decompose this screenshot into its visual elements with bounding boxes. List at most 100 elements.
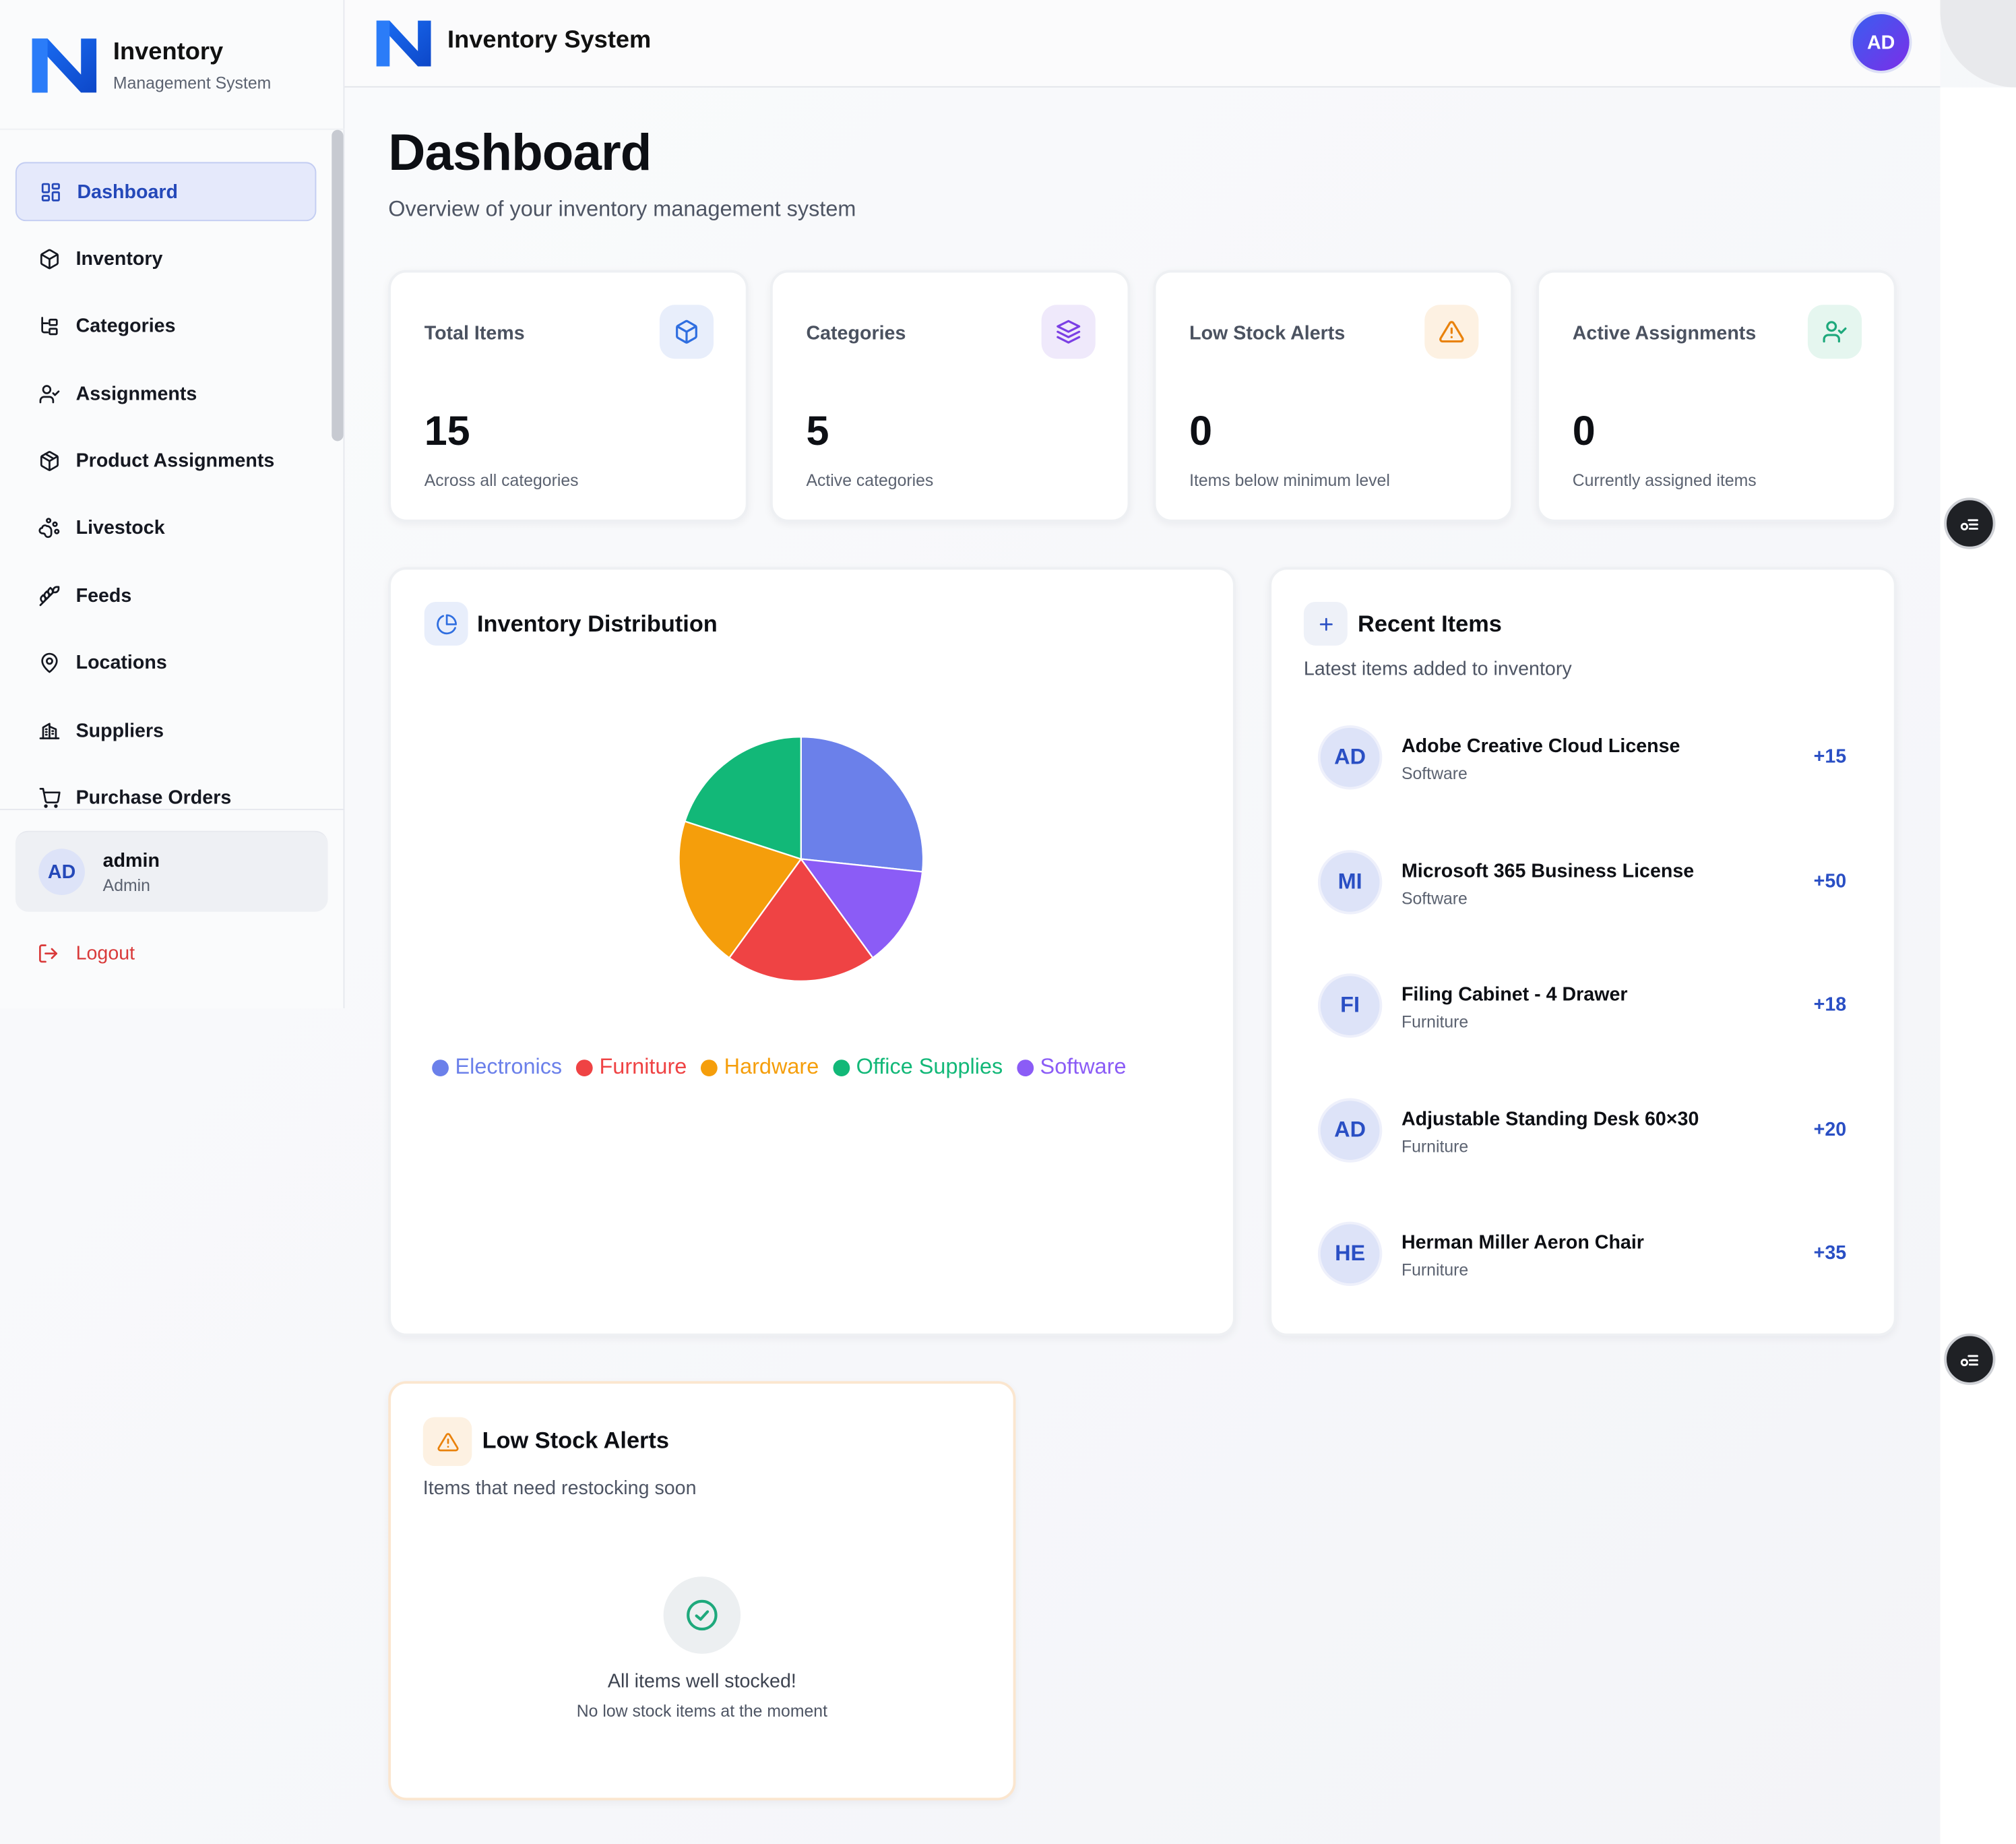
legend-label: Office Supplies <box>856 1054 1003 1079</box>
legend-item[interactable]: Hardware <box>701 1055 819 1080</box>
legend-label: Hardware <box>724 1054 819 1079</box>
legend-item[interactable]: Office Supplies <box>833 1055 1003 1080</box>
logout-button[interactable]: Logout <box>37 943 135 964</box>
sidebar-item-label: Purchase Orders <box>75 787 232 809</box>
brand: Inventory Management System <box>0 0 345 130</box>
recent-items-title: Recent Items <box>1358 611 1502 637</box>
folder-tree-icon <box>37 315 60 338</box>
list-item[interactable]: MI Microsoft 365 Business License Software… <box>1317 847 1856 919</box>
sidebar-item-locations[interactable]: Locations <box>15 634 317 693</box>
empty-state-subtitle: No low stock items at the moment <box>576 1701 827 1721</box>
user-avatar-button[interactable]: AD <box>1852 13 1910 71</box>
corner-decoration <box>1940 0 2016 88</box>
chart-legend: Electronics Furniture Hardware Office Suppl… <box>432 1055 1140 1080</box>
toggle-list-icon <box>1960 1355 1978 1367</box>
avatar: AD <box>1317 725 1383 790</box>
item-name: Adobe Creative Cloud License <box>1401 735 1680 758</box>
sidebar-item-categories[interactable]: Categories <box>15 297 317 356</box>
sidebar-item-label: Suppliers <box>75 719 164 742</box>
pie-slice-furniture[interactable] <box>728 857 874 982</box>
pie-slice-hardware[interactable] <box>678 820 802 959</box>
brand-title: Inventory <box>113 38 224 66</box>
sidebar-item-product-assignments[interactable]: Product Assignments <box>15 431 317 491</box>
legend-item[interactable]: Furniture <box>576 1055 687 1080</box>
right-gutter <box>1940 87 2016 1844</box>
item-quantity: +15 <box>1813 745 1847 768</box>
item-quantity: +50 <box>1813 869 1847 892</box>
user-card[interactable]: AD admin Admin <box>15 830 328 912</box>
logout-icon <box>39 944 58 963</box>
app-title: Inventory System <box>447 27 652 55</box>
floating-menu-button-2[interactable] <box>1944 1333 1996 1385</box>
sidebar-item-purchase-orders[interactable]: Purchase Orders <box>15 768 317 809</box>
building-icon <box>37 719 60 742</box>
stat-card-categories: Categories 5 Active categories <box>770 270 1131 522</box>
item-category: Furniture <box>1401 1260 1469 1280</box>
brand-subtitle: Management System <box>113 73 272 93</box>
legend-swatch <box>1017 1059 1034 1076</box>
legend-swatch <box>432 1059 449 1076</box>
low-stock-subtitle: Items that need restocking soon <box>422 1477 697 1500</box>
list-item[interactable]: FI Filing Cabinet - 4 Drawer Furniture +18 <box>1317 971 1856 1043</box>
legend-item[interactable]: Electronics <box>432 1055 562 1080</box>
floating-menu-button[interactable] <box>1944 497 1996 549</box>
sidebar-item-label: Assignments <box>75 382 197 405</box>
stat-value: 0 <box>1572 407 1596 454</box>
sidebar-nav: Dashboard Inventory Categories Assignments P… <box>15 162 317 809</box>
sidebar-scrollbar[interactable] <box>332 129 344 441</box>
alert-triangle-icon <box>1424 305 1479 359</box>
item-quantity: +20 <box>1813 1118 1847 1140</box>
sidebar-item-label: Feeds <box>75 584 132 607</box>
avatar: FI <box>1317 973 1383 1038</box>
nav-scroll-area: Dashboard Inventory Categories Assignments P… <box>0 130 344 809</box>
inventory-distribution-card: Inventory Distribution <box>388 567 1236 1336</box>
legend-swatch <box>576 1059 593 1076</box>
recent-items-card: Recent Items Latest items added to inven… <box>1269 567 1897 1336</box>
sidebar-item-assignments[interactable]: Assignments <box>15 364 317 423</box>
stat-card-active-assignments: Active Assignments 0 Currently assigned it… <box>1536 270 1897 522</box>
sidebar-item-label: Dashboard <box>77 181 179 203</box>
package-icon <box>37 450 60 472</box>
avatar: AD <box>38 849 85 895</box>
legend-swatch <box>833 1059 850 1076</box>
stat-label: Low Stock Alerts <box>1189 322 1346 345</box>
stat-value: 0 <box>1189 407 1213 454</box>
sidebar-item-label: Livestock <box>75 517 165 540</box>
item-name: Adjustable Standing Desk 60×30 <box>1401 1107 1699 1130</box>
check-circle-icon <box>663 1576 741 1654</box>
item-name: Herman Miller Aeron Chair <box>1401 1231 1644 1254</box>
list-item[interactable]: AD Adjustable Standing Desk 60×30 Furnitur… <box>1317 1095 1856 1167</box>
stat-description: Active categories <box>806 470 934 490</box>
list-item[interactable]: AD Adobe Creative Cloud License Software +1… <box>1317 723 1856 795</box>
avatar: MI <box>1317 849 1383 914</box>
sidebar-item-dashboard[interactable]: Dashboard <box>15 162 317 222</box>
recent-items-subtitle: Latest items added to inventory <box>1303 658 1572 681</box>
stat-card-total-items: Total Items 15 Across all categories <box>388 270 749 522</box>
brand-logo <box>32 38 97 93</box>
pie-chart-icon <box>424 601 468 646</box>
sidebar-item-feeds[interactable]: Feeds <box>15 566 317 625</box>
cube-icon <box>659 305 714 359</box>
user-check-icon <box>37 382 60 405</box>
stat-label: Active Assignments <box>1572 322 1757 345</box>
empty-state-title: All items well stocked! <box>607 1670 796 1692</box>
page-title: Dashboard <box>388 125 652 182</box>
list-item[interactable]: HE Herman Miller Aeron Chair Furniture +35 <box>1317 1219 1856 1291</box>
toggle-list-icon <box>1960 519 1978 530</box>
sidebar-item-livestock[interactable]: Livestock <box>15 499 317 558</box>
item-category: Furniture <box>1401 1136 1469 1156</box>
cart-icon <box>37 787 60 809</box>
pie-slice-software[interactable] <box>799 858 924 959</box>
sidebar: Inventory Management System Dashboard Inv… <box>0 0 345 1008</box>
pie-slice-electronics[interactable] <box>800 736 924 873</box>
stat-description: Across all categories <box>424 470 579 490</box>
pie-slice-office-supplies[interactable] <box>683 736 802 861</box>
sidebar-item-inventory[interactable]: Inventory <box>15 229 317 288</box>
item-category: Furniture <box>1401 1012 1469 1032</box>
sidebar-item-suppliers[interactable]: Suppliers <box>15 701 317 760</box>
legend-swatch <box>701 1059 718 1076</box>
stat-description: Items below minimum level <box>1189 470 1390 490</box>
user-name: admin <box>102 850 160 872</box>
legend-item[interactable]: Software <box>1017 1055 1127 1080</box>
sidebar-item-label: Inventory <box>75 248 163 270</box>
